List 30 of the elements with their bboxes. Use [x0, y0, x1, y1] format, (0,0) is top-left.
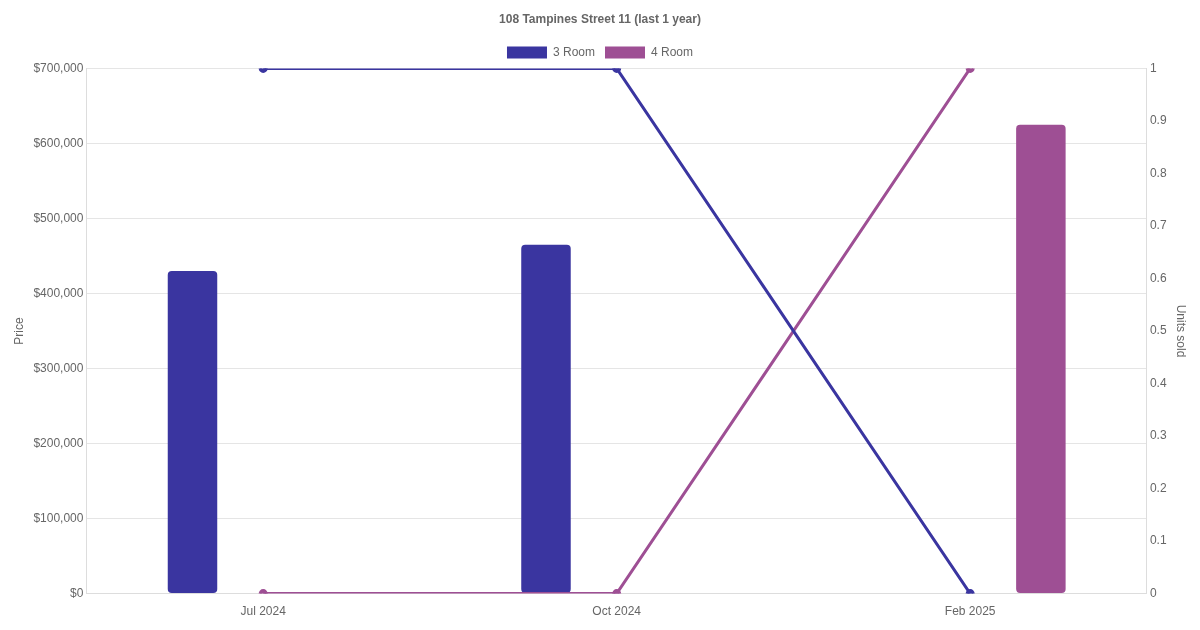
- y2-tick-label: 0.7: [1149, 218, 1167, 233]
- y-tick-label: $200,000: [33, 435, 84, 450]
- y2-tick-label: 0.5: [1149, 323, 1167, 338]
- y2-tick-label: 0: [1149, 585, 1157, 600]
- chart-title: 108 Tampines Street 11 (last 1 year): [499, 11, 701, 26]
- y-tick-label: $400,000: [33, 285, 84, 300]
- legend-label: 4 Room: [651, 44, 694, 59]
- y-tick-label: $600,000: [33, 135, 84, 150]
- x-tick-label: Oct 2024: [592, 604, 642, 619]
- y2-tick-label: 0.6: [1149, 270, 1167, 285]
- y-tick-label: $700,000: [33, 60, 84, 75]
- y-tick-label: $0: [70, 585, 84, 600]
- y2-tick-label: 0.4: [1149, 375, 1167, 390]
- y-tick-label: $300,000: [33, 360, 84, 375]
- bar: [167, 270, 218, 594]
- y2-tick-label: 0.9: [1149, 113, 1167, 128]
- y-axis-title: Price: [11, 317, 26, 345]
- bar: [521, 244, 571, 594]
- y2-tick-label: 0.2: [1149, 480, 1167, 495]
- y2-axis-title: Units sold: [1174, 304, 1189, 358]
- y-tick-label: $500,000: [33, 210, 84, 225]
- y2-tick-label: 0.8: [1149, 165, 1167, 180]
- legend-label: 3 Room: [552, 44, 596, 59]
- y2-tick-label: 0.3: [1149, 428, 1167, 443]
- x-tick-label: Feb 2025: [944, 604, 996, 619]
- bar: [1016, 124, 1066, 594]
- y2-tick-label: 1: [1149, 60, 1157, 75]
- x-tick-label: Jul 2024: [240, 604, 287, 619]
- y2-tick-label: 0.1: [1149, 533, 1167, 548]
- y-tick-label: $100,000: [33, 510, 84, 525]
